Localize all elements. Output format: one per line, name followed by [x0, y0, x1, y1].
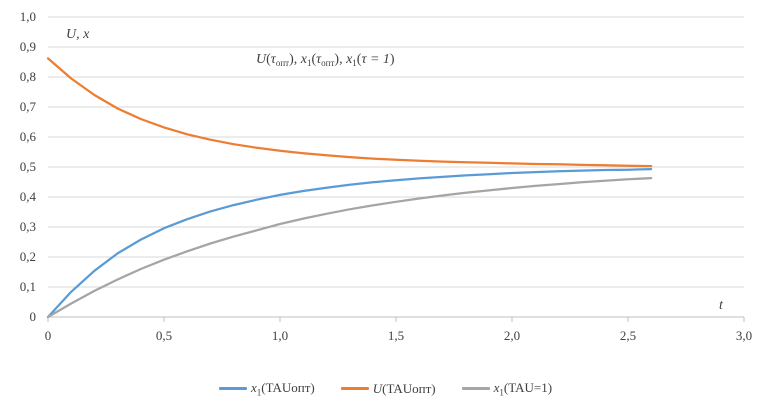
y-tick-label: 0,8 — [20, 69, 36, 84]
y-tick-label: 0 — [30, 309, 37, 324]
y-tick-label: 0,1 — [20, 279, 36, 294]
y-tick-label: 1,0 — [20, 9, 36, 24]
axes — [47, 316, 745, 322]
x-tick-label: 2,0 — [504, 328, 520, 343]
legend-swatch-x1-tauopt — [218, 387, 247, 391]
y-tick-label: 0,7 — [20, 99, 37, 114]
tick-labels: 0 0,1 0,2 0,3 0,4 0,5 0,6 0,7 0,8 0,9 1,0 0 0,5 1,0 1,… — [20, 9, 752, 343]
x-tick-label: 1,5 — [388, 328, 404, 343]
series-line-3 — [46, 176, 653, 319]
x-tick-label: 1,0 — [272, 328, 288, 343]
gridlines — [48, 16, 744, 288]
legend-item-u-tauopt[interactable]: U(TAUопт) — [340, 380, 436, 398]
legend-item-x1-tau1[interactable]: x1(TAU=1) — [461, 380, 553, 398]
legend-swatch-u-tauopt — [340, 387, 369, 391]
y-tick-label: 0,2 — [20, 249, 36, 264]
y-tick-label: 0,3 — [20, 219, 36, 234]
series-line-2 — [46, 57, 653, 168]
y-tick-label: 0,4 — [20, 189, 37, 204]
y-axis-label: U, x — [66, 27, 90, 42]
x-tick-label: 2,5 — [620, 328, 636, 343]
series-line-1 — [46, 167, 653, 319]
x-tick-label: 3,0 — [736, 328, 752, 343]
y-tick-label: 0,5 — [20, 159, 36, 174]
chart-canvas: 0 0,1 0,2 0,3 0,4 0,5 0,6 0,7 0,8 0,9 1,0 0 0,5 1,0 1,… — [20, 9, 752, 343]
x-tick-label: 0 — [45, 328, 52, 343]
legend-label-u-tauopt: U(TAUопт) — [372, 380, 436, 396]
chart-legend: x1(TAUопт) U(TAUопт) x1(TAU=1) — [0, 380, 771, 398]
legend-swatch-x1-tau1 — [461, 387, 490, 391]
legend-item-x1-tauopt[interactable]: x1(TAUопт) — [218, 380, 315, 398]
legend-label-x1-tau1: x1(TAU=1) — [493, 380, 553, 398]
legend-label-x1-tauopt: x1(TAUопт) — [250, 380, 315, 398]
chart-annotation: U(τопт), x1(τопт), x1(τ = 1) — [256, 52, 395, 68]
x-tick-label: 0,5 — [156, 328, 172, 343]
series-lines — [46, 57, 653, 319]
y-tick-label: 0,9 — [20, 39, 36, 54]
x-axis-label: t — [719, 298, 724, 313]
y-tick-label: 0,6 — [20, 129, 37, 144]
